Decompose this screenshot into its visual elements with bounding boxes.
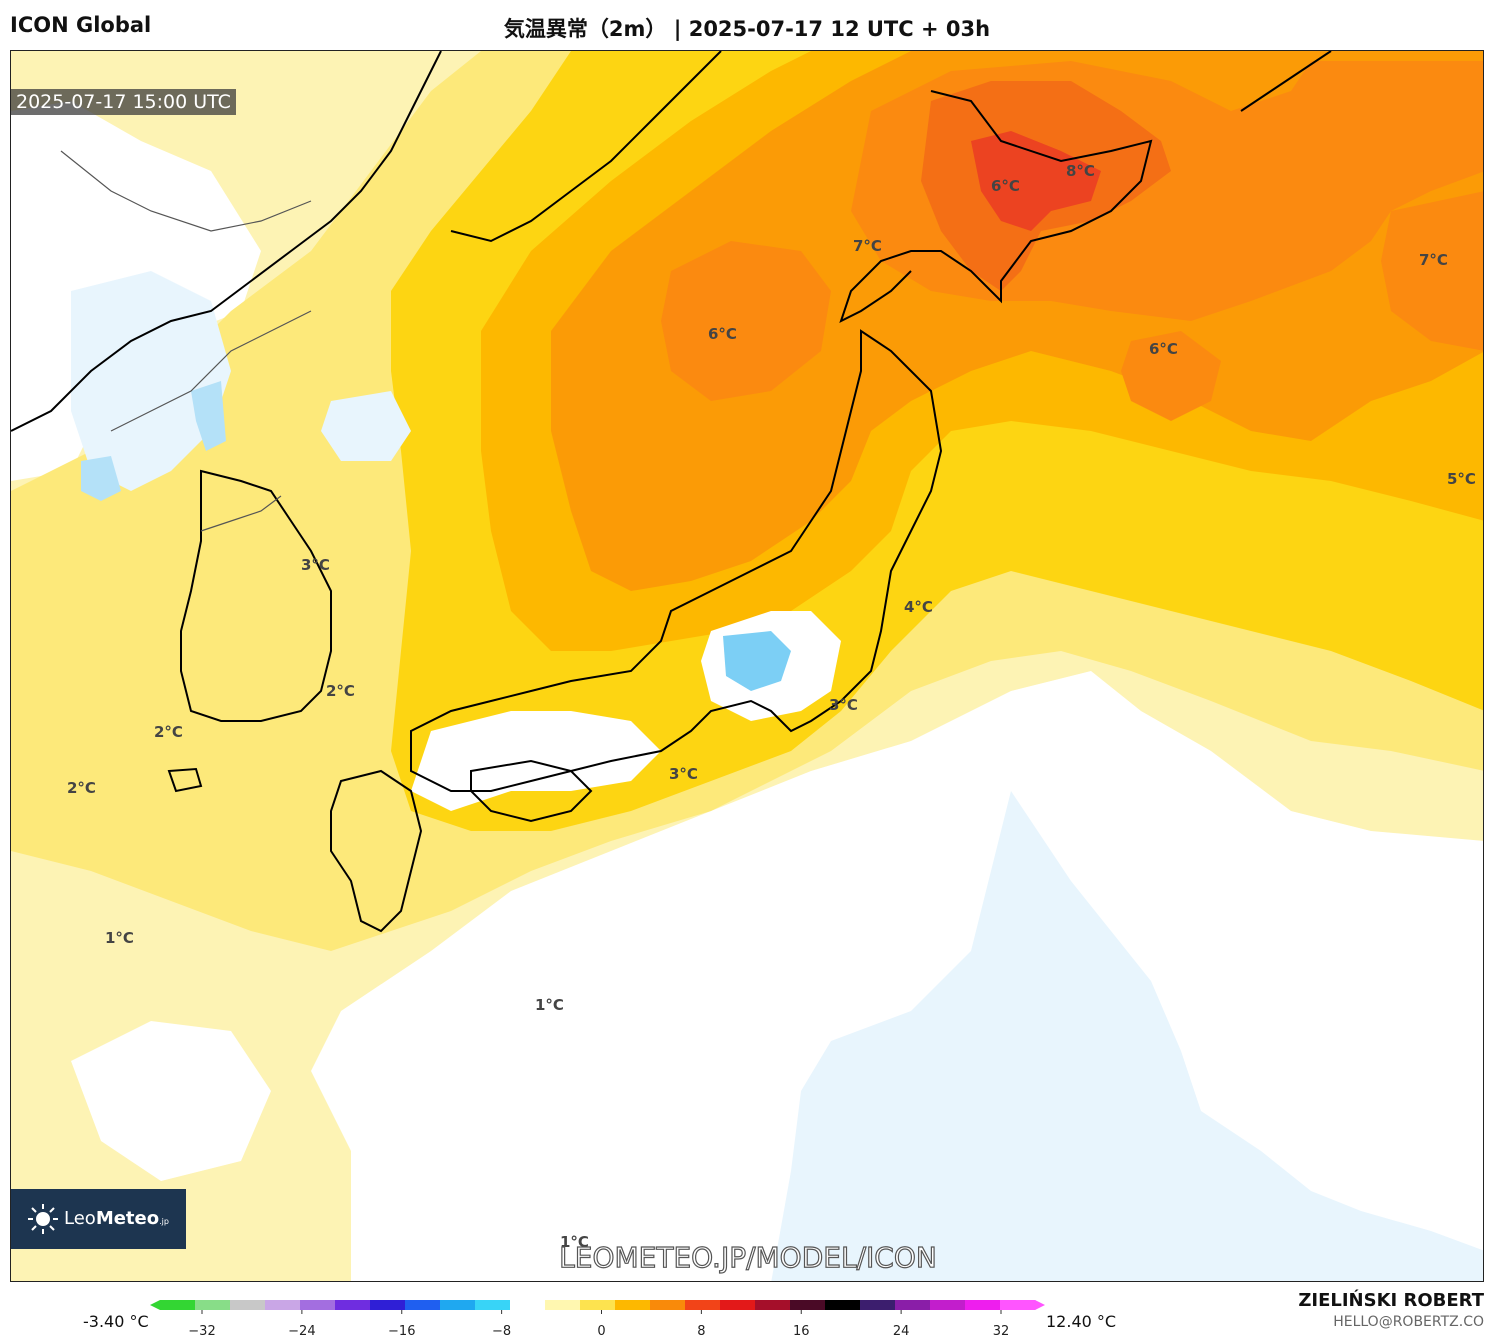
- map-canvas[interactable]: 6°C 8°C 7°C 6°C 7°C 6°C 5°C 3°C 4°C 2°C …: [11, 51, 1484, 1282]
- colorbar-swatch: [895, 1300, 931, 1310]
- footer: -3.40 °C −32 −24 −16 −8 0 8 16 24 32 12.40 °C ZI…: [0, 1282, 1494, 1339]
- anomaly-zone-white-kinki: [411, 711, 661, 811]
- coastline-kyushu: [330, 769, 423, 933]
- temp-label: 1°C: [560, 1233, 589, 1251]
- colorbar-tick-label: 8: [697, 1324, 705, 1338]
- colorbar-swatch: [615, 1300, 651, 1310]
- leometeo-logo[interactable]: LeoMeteo.jp: [11, 1189, 186, 1249]
- anomaly-zone-cool-alps: [723, 631, 791, 691]
- colorbar-swatch: [405, 1300, 441, 1310]
- colorbar-min-label: -3.40 °C: [83, 1312, 149, 1331]
- colorbar-swatch: [265, 1300, 301, 1310]
- temp-label: 2°C: [154, 723, 183, 741]
- temp-label: 4°C: [904, 598, 933, 616]
- anomaly-zone-neutral-sw: [71, 1021, 271, 1181]
- coastline-korea: [180, 469, 332, 722]
- colorbar-tick-label: 32: [993, 1324, 1010, 1338]
- colorbar-swatch: [300, 1300, 336, 1310]
- colorbar-swatch: [790, 1300, 826, 1310]
- coastline-mainland: [11, 51, 442, 432]
- author-contact: HELLO@ROBERTZ.CO: [1333, 1314, 1484, 1330]
- coastline-honshu: [410, 329, 943, 792]
- site-watermark: LEOMETEO.JP/MODEL/ICON: [559, 1240, 938, 1274]
- logo-wordmark: LeoMeteo.jp: [64, 1208, 169, 1229]
- valid-time-badge: 2025-07-17 15:00 UTC: [11, 89, 236, 115]
- model-name: ICON Global: [10, 13, 152, 37]
- anomaly-zone-cool-korea: [71, 271, 231, 491]
- temp-label: 1°C: [535, 996, 564, 1014]
- colorbar-max-label: 12.40 °C: [1046, 1312, 1117, 1331]
- temp-label: 2°C: [326, 682, 355, 700]
- temp-label: 2°C: [67, 779, 96, 797]
- colorbar-max-arrow: [1035, 1300, 1045, 1310]
- colorbar-swatch: [545, 1300, 581, 1310]
- colorbar-swatch: [230, 1300, 266, 1310]
- temp-label: 8°C: [1066, 162, 1095, 180]
- anomaly-zone-red: [971, 131, 1101, 231]
- temp-label: 1°C: [105, 929, 134, 947]
- anomaly-zone-cool-ocean: [771, 791, 1483, 1281]
- coastline-sakhalin: [1240, 51, 1332, 112]
- coastline-hokkaido: [839, 90, 1153, 323]
- colorbar-swatch: [475, 1300, 511, 1310]
- colorbar-swatch: [650, 1300, 686, 1310]
- temp-label: 3°C: [669, 765, 698, 783]
- colorbar-tick-label: −24: [288, 1324, 315, 1338]
- border-korea-dmz: [200, 495, 282, 532]
- colorbar-min-arrow: [150, 1300, 160, 1310]
- colorbar-tick-label: 0: [597, 1324, 605, 1338]
- coastline-shikoku: [470, 759, 593, 823]
- colorbar-swatch: [1000, 1300, 1036, 1310]
- anomaly-zone-dark-orange-pacific: [1121, 331, 1221, 421]
- temperature-labels: 6°C 8°C 7°C 6°C 7°C 6°C 5°C 3°C 4°C 2°C …: [67, 162, 1476, 1251]
- colorbar-tick-label: −32: [188, 1324, 215, 1338]
- map-frame[interactable]: 6°C 8°C 7°C 6°C 7°C 6°C 5°C 3°C 4°C 2°C …: [10, 50, 1484, 1282]
- colorbar-swatch: [860, 1300, 896, 1310]
- map-title: 気温異常（2m） | 2025-07-17 12 UTC + 03h: [503, 17, 991, 41]
- colorbar-tick-label: −8: [492, 1324, 511, 1338]
- colorbar-swatch: [825, 1300, 861, 1310]
- temp-label: 5°C: [1447, 470, 1476, 488]
- colorbar-tick-label: 24: [893, 1324, 910, 1338]
- coastline-russia: [450, 51, 722, 243]
- colorbar-swatch: [720, 1300, 756, 1310]
- border-mainland: [60, 150, 312, 232]
- anomaly-zone-dark-orange-east: [1381, 191, 1483, 351]
- temp-label: 6°C: [1149, 340, 1178, 358]
- colorbar-swatch: [965, 1300, 1001, 1310]
- temp-label: 6°C: [991, 177, 1020, 195]
- temp-label: 7°C: [853, 237, 882, 255]
- colorbar-swatch: [195, 1300, 231, 1310]
- border-china-korea: [110, 310, 312, 432]
- colorbar-tick-label: 16: [793, 1324, 810, 1338]
- header: ICON Global 気温異常（2m） | 2025-07-17 12 UTC…: [0, 0, 1494, 50]
- colorbar-tick-label: −16: [388, 1324, 415, 1338]
- colorbar-swatch: [510, 1300, 546, 1310]
- colorbar-swatch: [440, 1300, 476, 1310]
- anomaly-zone-cool-small: [81, 456, 121, 501]
- colorbar-swatch: [755, 1300, 791, 1310]
- colorbar-swatch: [160, 1300, 196, 1310]
- colorbar-swatch: [335, 1300, 371, 1310]
- temp-label: 3°C: [829, 696, 858, 714]
- temp-label: 7°C: [1419, 251, 1448, 269]
- colorbar: −32 −24 −16 −8 0 8 16 24 32: [150, 1300, 1045, 1338]
- colorbar-swatch: [685, 1300, 721, 1310]
- colorbar-swatch: [370, 1300, 406, 1310]
- colorbar-swatch: [930, 1300, 966, 1310]
- anomaly-zone-dark-orange-sea: [661, 241, 831, 401]
- temp-label: 3°C: [301, 556, 330, 574]
- coastline-jeju: [167, 767, 203, 793]
- colorbar-swatch: [580, 1300, 616, 1310]
- anomaly-zone-cool-yellow-sea: [321, 391, 411, 461]
- sun-icon: [28, 1204, 58, 1234]
- author-name: ZIELIŃSKI ROBERT: [1298, 1290, 1484, 1311]
- anomaly-zone-cool-mid: [191, 381, 226, 451]
- temp-label: 6°C: [708, 325, 737, 343]
